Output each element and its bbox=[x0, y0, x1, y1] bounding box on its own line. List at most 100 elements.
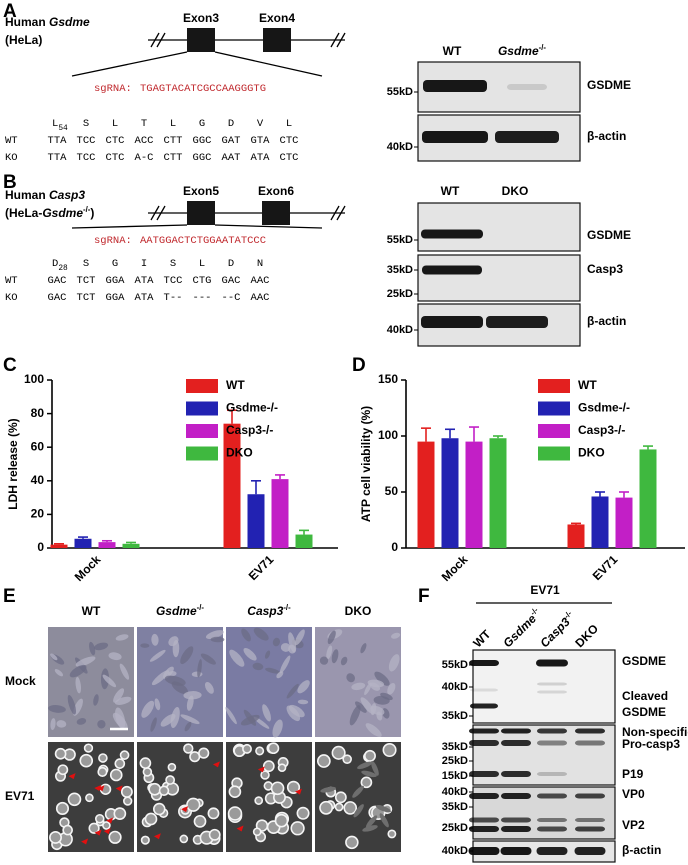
rounded-cell bbox=[94, 813, 105, 824]
cell bbox=[115, 707, 126, 729]
blot-band bbox=[537, 793, 567, 799]
cell bbox=[265, 667, 280, 674]
cell bbox=[163, 666, 174, 679]
rounded-cell bbox=[55, 801, 70, 815]
legend-label: DKO bbox=[226, 446, 253, 460]
codon: TCC bbox=[164, 275, 183, 287]
blot-band bbox=[469, 660, 499, 666]
lane-label: WT bbox=[470, 627, 494, 651]
rounded-cell bbox=[207, 807, 220, 820]
rounded-cell bbox=[290, 821, 305, 836]
cell bbox=[374, 671, 390, 686]
cell bbox=[297, 699, 309, 705]
blot-band bbox=[537, 682, 567, 686]
sequence-label: KO bbox=[5, 292, 18, 304]
rounded-cell bbox=[360, 776, 373, 789]
rounded-cell bbox=[139, 757, 152, 769]
marker-label: 40kD bbox=[387, 324, 413, 336]
blot-membrane bbox=[417, 254, 581, 302]
codon: GAC bbox=[222, 275, 241, 287]
column-label-part: Gsdme bbox=[156, 604, 197, 618]
marker-label: 35kD bbox=[442, 710, 468, 722]
lane-label: Casp3-/- bbox=[536, 608, 578, 650]
rounded-cell bbox=[158, 785, 170, 796]
cell bbox=[210, 636, 225, 643]
cell bbox=[379, 813, 389, 828]
marker-label: 40kD bbox=[442, 786, 468, 798]
amino-acid-number: 54 bbox=[58, 124, 68, 133]
cell bbox=[362, 825, 378, 832]
sequence-label: WT bbox=[5, 135, 18, 147]
amino-acid: L bbox=[170, 118, 176, 130]
legend-swatch bbox=[186, 379, 218, 393]
blot-band bbox=[422, 265, 482, 275]
blot-band bbox=[470, 688, 498, 692]
y-tick-label: 80 bbox=[31, 406, 45, 420]
amino-acid-part: L bbox=[52, 118, 58, 130]
codon: ATA bbox=[135, 275, 155, 287]
x-tick-label: Mock bbox=[439, 552, 471, 584]
sgrna-sequence: AATGGACTCTGGAATATCCC bbox=[140, 235, 266, 247]
cell bbox=[50, 718, 56, 731]
cell bbox=[50, 653, 58, 661]
amino-acid: L bbox=[112, 118, 118, 130]
blot-band bbox=[469, 740, 499, 746]
cell bbox=[186, 695, 194, 711]
bar bbox=[271, 479, 289, 548]
marker-label: 55kD bbox=[442, 659, 468, 671]
legend-label: Gsdme-/- bbox=[226, 401, 278, 415]
rounded-cell bbox=[88, 822, 100, 834]
blot-band bbox=[537, 772, 567, 776]
rounded-cell bbox=[296, 806, 310, 820]
amino-acid: D28 bbox=[52, 258, 68, 273]
arrowhead bbox=[106, 817, 114, 824]
cell bbox=[115, 634, 129, 641]
legend-swatch bbox=[186, 446, 218, 461]
rounded-cell bbox=[120, 785, 133, 798]
rounded-cell bbox=[198, 747, 210, 759]
panel-label: C bbox=[3, 355, 17, 376]
column-label-part: -/- bbox=[283, 603, 291, 612]
y-tick-label: 150 bbox=[378, 372, 398, 386]
lane-label: WT bbox=[441, 184, 460, 198]
cell bbox=[225, 707, 237, 725]
cell bbox=[204, 681, 214, 694]
lane-label-part: DKO bbox=[572, 622, 601, 651]
cell bbox=[352, 785, 364, 798]
codon: TCT bbox=[77, 292, 96, 304]
codon: GTA bbox=[251, 135, 271, 147]
arrowhead bbox=[81, 838, 89, 845]
rounded-cell bbox=[179, 834, 189, 844]
rounded-cell bbox=[167, 762, 177, 772]
lane-label-part: WT bbox=[443, 44, 462, 58]
blot-band bbox=[507, 84, 547, 90]
rounded-cell bbox=[242, 743, 252, 754]
marker-label: 35kD bbox=[442, 741, 468, 753]
codon: AAC bbox=[251, 292, 270, 304]
legend-label: Casp3-/- bbox=[226, 423, 273, 437]
column-label: Gsdme-/- bbox=[156, 603, 204, 619]
codon: --- bbox=[193, 292, 212, 304]
micrograph bbox=[137, 627, 225, 737]
marker-label: 40kD bbox=[442, 845, 468, 857]
marker-label: 40kD bbox=[442, 681, 468, 693]
amino-acid: G bbox=[199, 118, 205, 130]
rounded-cell bbox=[331, 745, 346, 760]
rounded-cell bbox=[57, 764, 69, 776]
rounded-cell bbox=[227, 806, 243, 821]
protein-label: Pro-casp3 bbox=[622, 737, 680, 751]
rounded-cell bbox=[97, 766, 108, 777]
blot-band bbox=[421, 229, 483, 239]
rounded-cell bbox=[62, 824, 73, 836]
amino-acid: D bbox=[228, 258, 234, 270]
blot-band bbox=[537, 690, 567, 694]
panel-label: E bbox=[3, 586, 16, 607]
y-tick-label: 60 bbox=[31, 439, 45, 453]
cell bbox=[376, 711, 383, 721]
cell bbox=[243, 648, 257, 661]
cell bbox=[371, 760, 379, 776]
break-mark bbox=[150, 32, 160, 48]
marker-label: 55kD bbox=[387, 234, 413, 246]
blot-band bbox=[501, 817, 531, 823]
cell bbox=[297, 680, 310, 694]
